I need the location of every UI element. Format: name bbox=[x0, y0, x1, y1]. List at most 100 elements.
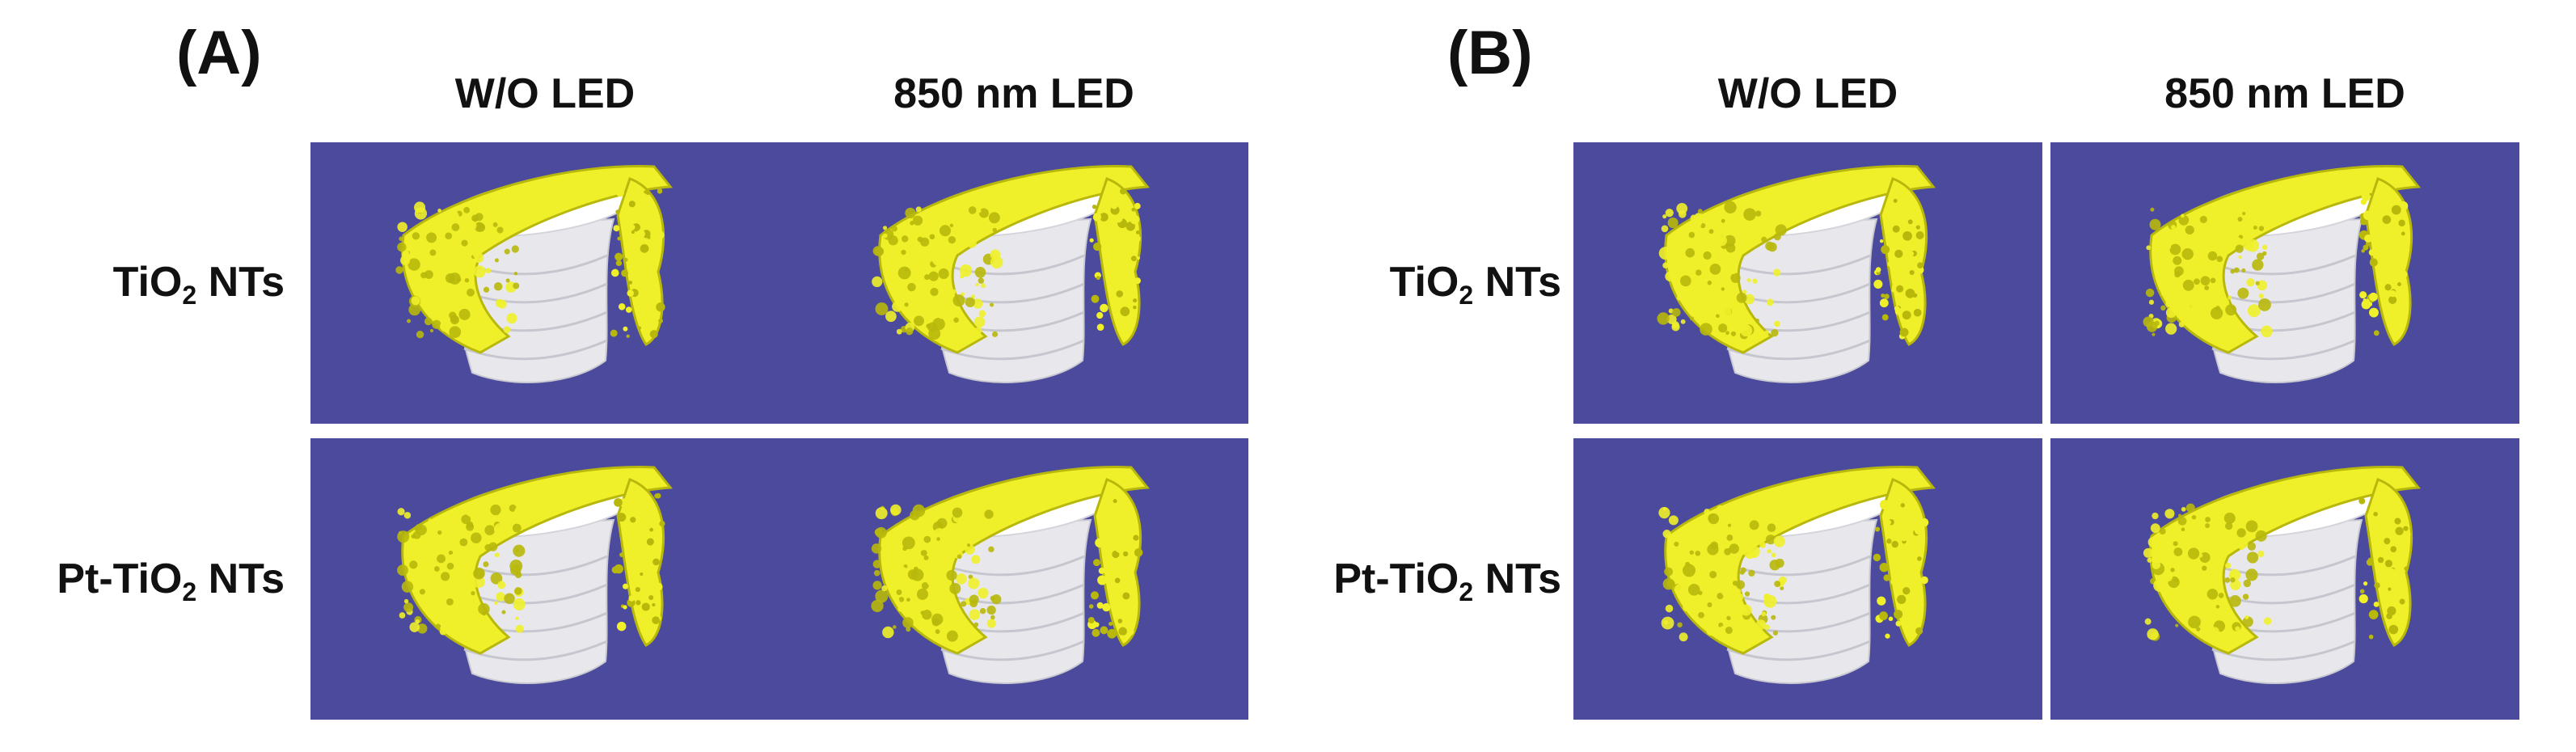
bone-speckle bbox=[2152, 560, 2161, 569]
implant-render-image bbox=[872, 165, 1150, 383]
bone-speckle bbox=[2180, 560, 2192, 572]
bone-speckle bbox=[2373, 330, 2380, 336]
bone-speckle bbox=[416, 623, 428, 634]
bone-speckle bbox=[930, 308, 940, 318]
bone-speckle bbox=[1766, 298, 1774, 306]
bone-speckle bbox=[1716, 234, 1728, 247]
bone-speckle bbox=[927, 322, 937, 332]
bone-speckle bbox=[2165, 300, 2173, 307]
bone-speckle bbox=[1676, 295, 1683, 301]
bone-speckle bbox=[1894, 307, 1902, 315]
bone-speckle bbox=[1767, 549, 1772, 554]
bone-speckle bbox=[1919, 518, 1929, 527]
bone-speckle bbox=[1901, 535, 1907, 542]
bone-speckle bbox=[2384, 538, 2391, 545]
bone-speckle bbox=[2191, 258, 2203, 270]
bone-speckle bbox=[2387, 258, 2396, 267]
bone-speckle bbox=[1877, 597, 1884, 604]
bone-speckle bbox=[2387, 568, 2397, 578]
bone-speckle bbox=[2225, 304, 2237, 316]
bone-speckle bbox=[971, 555, 981, 564]
bone-speckle bbox=[2201, 607, 2210, 616]
bone-speckle bbox=[1098, 567, 1105, 574]
bone-speckle bbox=[1125, 627, 1134, 636]
implant-render-image bbox=[1658, 466, 1936, 684]
bone-speckle bbox=[658, 318, 664, 323]
bone-speckle bbox=[965, 544, 975, 555]
bone-speckle bbox=[1111, 202, 1117, 209]
bone-speckle bbox=[946, 505, 952, 511]
bone-speckle bbox=[2224, 562, 2232, 569]
bone-speckle bbox=[973, 298, 983, 309]
bone-speckle bbox=[882, 626, 894, 639]
bone-speckle bbox=[2263, 617, 2272, 625]
bone-speckle bbox=[419, 289, 424, 295]
bone-speckle bbox=[474, 222, 484, 232]
bone-speckle bbox=[2201, 627, 2207, 633]
bone-speckle bbox=[946, 630, 958, 642]
panel-a-row-label-1: TiO2 NTs bbox=[112, 259, 285, 310]
bone-speckle bbox=[512, 523, 522, 533]
bone-speckle bbox=[1665, 271, 1675, 281]
bone-speckle bbox=[1087, 617, 1095, 623]
implant-thread bbox=[940, 254, 1085, 276]
bone-speckle bbox=[1917, 262, 1924, 269]
bone-speckle bbox=[923, 535, 931, 543]
bone-speckle bbox=[2244, 615, 2249, 619]
bone-speckle bbox=[2152, 549, 2159, 556]
bone-speckle bbox=[1131, 207, 1136, 212]
bone-speckle bbox=[1107, 628, 1117, 639]
bone-speckle bbox=[1707, 602, 1712, 607]
bone-speckle bbox=[2387, 518, 2391, 522]
bone-speckle bbox=[2165, 307, 2177, 319]
bone-speckle bbox=[2394, 560, 2404, 570]
bone-speckle bbox=[1107, 266, 1113, 272]
bone-speckle bbox=[2147, 628, 2159, 640]
bone-speckle bbox=[616, 621, 627, 632]
bone-speckle bbox=[1740, 604, 1752, 616]
bone-speckle bbox=[449, 326, 462, 339]
bone-speckle bbox=[654, 582, 663, 591]
bone-speckle bbox=[951, 289, 956, 294]
bone-speckle bbox=[1740, 324, 1753, 337]
bone-speckle bbox=[875, 302, 889, 315]
bone-speckle bbox=[2388, 295, 2397, 305]
bone-speckle bbox=[2237, 287, 2249, 299]
bone-speckle bbox=[2205, 517, 2211, 522]
bone-speckle bbox=[2396, 243, 2401, 248]
bone-speckle bbox=[2393, 268, 2401, 277]
bone-speckle bbox=[1873, 553, 1881, 562]
bone-speckle bbox=[940, 298, 952, 311]
bone-speckle bbox=[873, 569, 880, 577]
bone-speckle bbox=[618, 302, 626, 311]
bone-speckle bbox=[1721, 295, 1730, 304]
bone-speckle bbox=[1745, 510, 1755, 521]
bone-speckle bbox=[1680, 239, 1691, 249]
bone-speckle bbox=[2388, 502, 2392, 506]
bone-speckle bbox=[497, 299, 507, 309]
bone-speckle bbox=[490, 572, 503, 585]
bone-speckle bbox=[975, 282, 979, 287]
bone-speckle bbox=[880, 540, 893, 551]
bone-speckle bbox=[640, 572, 644, 577]
implant-render-image bbox=[395, 165, 673, 383]
bone-speckle bbox=[509, 504, 517, 512]
bone-speckle bbox=[1890, 561, 1895, 567]
bone-speckle bbox=[1718, 323, 1728, 333]
bone-speckle bbox=[1748, 569, 1755, 577]
bone-speckle bbox=[1773, 535, 1785, 547]
bone-speckle bbox=[2361, 249, 2365, 253]
bone-speckle bbox=[1708, 513, 1720, 525]
bone-speckle bbox=[1683, 564, 1696, 577]
bone-speckle bbox=[648, 594, 654, 601]
bone-speckle bbox=[513, 598, 526, 610]
bone-speckle bbox=[1679, 275, 1691, 287]
bone-region bbox=[616, 177, 665, 346]
bone-speckle bbox=[1707, 281, 1712, 285]
implant-thread bbox=[1726, 254, 1871, 276]
bone-speckle bbox=[2246, 551, 2259, 564]
bone-speckle bbox=[986, 605, 996, 615]
bone-speckle bbox=[2183, 270, 2192, 279]
bone-speckle bbox=[1891, 288, 1896, 293]
bone-speckle bbox=[1908, 251, 1915, 256]
